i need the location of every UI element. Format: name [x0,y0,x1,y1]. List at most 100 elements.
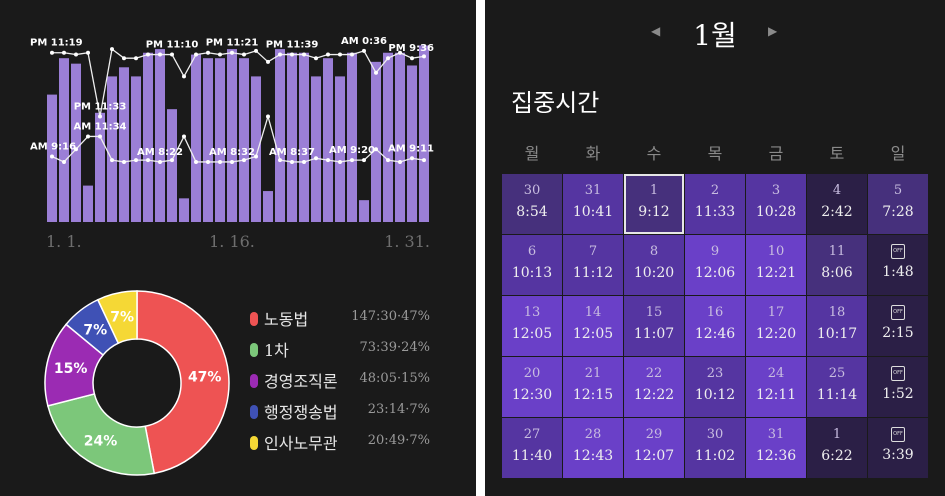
calendar-day[interactable]: 16 12:46 [685,296,745,356]
calendar-day[interactable]: 6 10:13 [502,235,562,295]
bar [395,52,405,222]
focus-time: 7:28 [882,204,914,220]
focus-time: 11:02 [694,448,736,464]
weekday-label: 토 [829,144,845,163]
day-number: 28 [584,427,602,442]
focus-time: 10:13 [511,265,553,281]
bar [179,198,189,222]
day-number: 6 [527,244,537,259]
pie-slice [46,393,156,476]
x-tick-label: 1. 31. [384,232,430,251]
calendar-day[interactable]: 1 6:22 [807,418,867,478]
weekday-label: 금 [768,144,784,163]
start-time-line-point [302,159,306,164]
stats-panel: PM 11:19 PM 11:33 PM 11:10 PM 11:21 PM 11:39… [0,0,476,496]
calendar-day[interactable]: 30 11:02 [685,418,745,478]
calendar-day[interactable]: 31 12:36 [746,418,806,478]
calendar-day[interactable]: 2 11:33 [685,174,745,234]
day-number: 21 [584,366,602,381]
day-number: 31 [767,427,785,442]
calendar-day[interactable]: 25 11:14 [807,357,867,417]
bar [335,76,345,223]
legend-item: 1차 73:39·24% [250,337,440,368]
start-time-line-point [254,154,258,159]
weekday-label: 수 [646,144,662,163]
calendar-day[interactable]: 24 12:11 [746,357,806,417]
legend-value: 23:14·7% [367,402,430,417]
start-time-line-point [290,159,294,164]
time-annotation: PM 11:21 [206,38,259,49]
focus-time: 1:48 [882,264,914,280]
chevron-right-icon[interactable]: ▶ [768,24,778,38]
calendar-day[interactable]: 10 12:21 [746,235,806,295]
calendar-day[interactable]: 7 11:12 [563,235,623,295]
focus-time: 11:40 [511,448,553,464]
focus-time: 12:15 [572,387,614,403]
focus-time: 2:42 [821,204,853,220]
end-time-line-point [134,56,138,61]
end-time-line-point [254,48,258,53]
focus-time: 12:07 [633,448,675,464]
calendar-day[interactable]: 22 12:22 [624,357,684,417]
calendar-day[interactable]: 28 12:43 [563,418,623,478]
bar [191,54,201,223]
month-navigation: ◀ 1월 ▶ [485,14,945,54]
calendar-day[interactable]: 8 10:20 [624,235,684,295]
day-number: 10 [767,244,785,259]
calendar-day[interactable]: 15 11:07 [624,296,684,356]
end-time-line-point [122,56,126,61]
start-time-line-point [218,159,222,164]
focus-time: 11:14 [816,387,858,403]
legend-label: 인사노무관 [264,434,338,453]
end-time-line-point [410,56,414,61]
focus-time: 12:46 [694,326,736,342]
calendar-day[interactable]: 11 8:06 [807,235,867,295]
day-number: 30 [523,183,541,198]
calendar-day-off[interactable]: OFF 1:52 [868,357,928,417]
calendar-day[interactable]: 21 12:15 [563,357,623,417]
calendar-day-off[interactable]: OFF 2:15 [868,296,928,356]
calendar-day[interactable]: 1 9:12 [624,174,684,234]
end-time-line-point [242,52,246,57]
calendar-day[interactable]: 13 12:05 [502,296,562,356]
legend-swatch [250,374,258,388]
month-title: 1월 [693,19,737,52]
calendar-day[interactable]: 4 2:42 [807,174,867,234]
start-time-line-point [422,158,426,163]
time-annotation: AM 9:11 [388,143,434,154]
end-time-line-point [362,48,366,53]
x-tick-label: 1. 1. [46,232,82,251]
start-time-line-point [146,158,150,163]
calendar-day-off[interactable]: OFF 3:39 [868,418,928,478]
end-time-line-point [230,50,234,55]
calendar-day[interactable]: 3 10:28 [746,174,806,234]
bar [323,58,333,223]
focus-time: 12:22 [633,387,675,403]
day-number: 18 [828,305,846,320]
calendar-day[interactable]: 27 11:40 [502,418,562,478]
bar [167,109,177,222]
pie-slice-label: 24% [84,433,118,449]
day-off-icon: OFF [891,244,905,259]
calendar-day[interactable]: 23 10:12 [685,357,745,417]
bar [383,52,393,222]
calendar-day[interactable]: 9 12:06 [685,235,745,295]
bar [59,58,69,223]
weekday-label: 일 [890,144,906,163]
calendar-day[interactable]: 20 12:30 [502,357,562,417]
focus-time: 8:06 [821,265,853,281]
calendar-day[interactable]: 29 12:07 [624,418,684,478]
chevron-left-icon[interactable]: ◀ [651,24,661,38]
calendar-day[interactable]: 18 10:17 [807,296,867,356]
calendar-day[interactable]: 5 7:28 [868,174,928,234]
calendar-day[interactable]: 17 12:20 [746,296,806,356]
focus-time: 12:06 [694,265,736,281]
calendar-day[interactable]: 30 8:54 [502,174,562,234]
calendar-day[interactable]: 14 12:05 [563,296,623,356]
calendar-day[interactable]: 31 10:41 [563,174,623,234]
day-number: 15 [645,305,663,320]
day-number: 8 [649,244,659,259]
calendar-day-off[interactable]: OFF 1:48 [868,235,928,295]
calendar-grid: 30 8:54 31 10:41 1 9:12 2 11:33 3 10:28 4 2:42 5 7:28… [502,174,942,478]
